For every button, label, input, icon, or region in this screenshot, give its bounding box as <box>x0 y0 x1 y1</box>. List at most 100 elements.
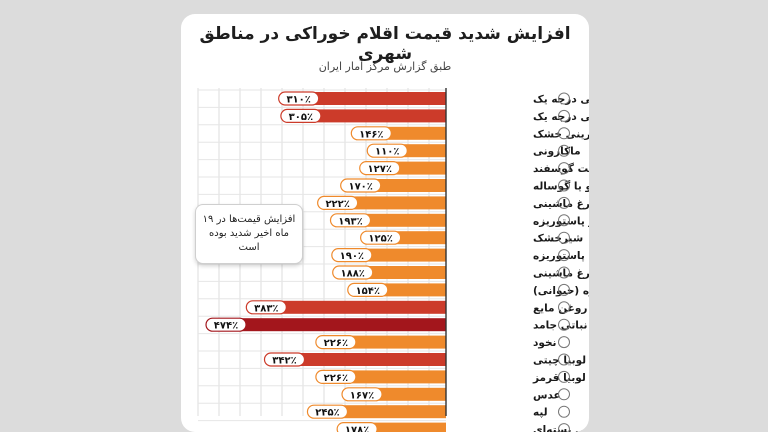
lentil-icon <box>558 388 570 401</box>
cheese-icon <box>558 249 570 262</box>
bar <box>360 213 446 227</box>
category-label: لوبیا چیتی <box>533 355 586 367</box>
value-label-pill <box>341 387 383 402</box>
bar <box>381 126 446 140</box>
value-label-pill <box>331 248 373 263</box>
value-label: ۲۲۲٪ <box>325 199 349 210</box>
bar <box>390 231 446 245</box>
butter-icon <box>558 283 570 296</box>
red-bean-icon <box>558 370 570 383</box>
rice-bowl-icon <box>558 92 570 105</box>
category-label: شیرینی خشک <box>533 128 589 140</box>
bar-chart: ۳۱۰٪ برنج ایرانی درجه یک ۳۰۵٪ برنج خارجی در… <box>197 88 589 432</box>
oil-bottle-icon <box>558 301 570 314</box>
value-label-pill <box>315 335 357 350</box>
bar <box>367 422 446 432</box>
bar <box>370 179 446 192</box>
annotation-box: افزایش قیمت‌ها در ۱۹ ماه اخیر شدید بوده … <box>195 204 303 264</box>
tea-cup-icon <box>558 423 570 432</box>
bar <box>310 109 446 123</box>
value-label: ۲۴۵٪ <box>315 408 339 419</box>
value-label-pill <box>280 108 322 124</box>
value-label: ۱۵۴٪ <box>356 286 380 297</box>
value-label-pill <box>245 300 287 315</box>
chickpea-icon <box>558 336 570 349</box>
value-label: ۲۲۶٪ <box>324 373 348 384</box>
value-label: ۱۴۶٪ <box>359 129 383 140</box>
value-label-pill <box>278 91 320 106</box>
category-label: روغن مایع <box>533 302 587 314</box>
category-label: لپه <box>533 407 548 419</box>
value-label: ۳۱۰٪ <box>286 95 310 106</box>
value-label-pill <box>329 213 372 228</box>
bar <box>345 370 446 384</box>
bar <box>347 196 446 210</box>
value-label: ۱۲۷٪ <box>368 164 392 175</box>
egg-icon <box>558 266 570 279</box>
value-label: ۲۲۶٪ <box>324 338 348 349</box>
value-label-pill <box>359 161 401 176</box>
milk-bottle-icon <box>558 214 570 227</box>
milk-powder-icon <box>558 231 570 244</box>
bar <box>345 335 446 349</box>
value-label: ۱۷۰٪ <box>348 182 372 193</box>
pinto-bean-icon <box>558 353 570 366</box>
value-label: ۱۷۸٪ <box>345 425 369 432</box>
sheep-icon <box>558 162 570 175</box>
value-label: ۴۷۴٪ <box>214 321 238 332</box>
split-pea-icon <box>558 405 570 418</box>
category-label: گوشت گوسفند <box>533 162 589 175</box>
value-label-pill <box>336 422 378 432</box>
value-label-pill <box>315 369 357 384</box>
chart-subtitle: طبق گزارش مرکز آمار ایران <box>318 60 452 73</box>
value-label: ۱۶۷٪ <box>350 390 374 401</box>
value-label-pill <box>350 126 392 141</box>
oil-can-icon <box>558 318 570 331</box>
bar <box>276 300 446 314</box>
category-label: برنج خارجی درجه یک <box>533 111 589 123</box>
value-label: ۱۹۰٪ <box>340 251 364 262</box>
value-label-pill <box>205 317 247 332</box>
value-label-pill <box>340 178 382 193</box>
chart-title: افزایش شدید قیمت اقلام خوراکی در مناطق ش… <box>199 24 571 64</box>
cake-slice-icon <box>558 127 570 140</box>
bar <box>361 248 446 262</box>
category-label: نخود <box>533 337 557 349</box>
category-label: کره پاستوریزه (حیوانی) <box>533 285 589 297</box>
bar <box>337 405 446 419</box>
value-label: ۳۴۲٪ <box>272 356 296 367</box>
category-label: گوشت گاو یا گوساله <box>533 180 589 193</box>
bar <box>362 266 446 279</box>
bar <box>372 387 446 401</box>
value-label-pill <box>332 265 374 280</box>
bar <box>377 283 446 297</box>
category-label: پنیر ایرانی پاستوریزه <box>533 250 589 262</box>
bar <box>389 161 446 175</box>
value-label: ۱۲۵٪ <box>368 234 392 245</box>
bar <box>294 353 446 366</box>
value-label-pill <box>263 352 306 367</box>
value-label-pill <box>347 282 389 297</box>
value-label: ۱۸۸٪ <box>341 269 365 280</box>
category-label: شیر پاستوریزه <box>533 215 589 227</box>
category-label: شیرخشک <box>533 233 583 245</box>
value-label-pill <box>306 404 349 419</box>
category-label: روغن نباتی جامد <box>533 320 589 332</box>
value-label: ۳۸۳٪ <box>254 303 278 314</box>
category-label: چای خارجی بسته‌ای <box>533 424 589 432</box>
bar <box>397 144 446 158</box>
category-label: مرغ ماشینی <box>533 198 589 210</box>
chicken-icon <box>558 196 570 209</box>
chart-card: ۳۱۰٪ برنج ایرانی درجه یک ۳۰۵٪ برنج خارجی در… <box>181 14 589 432</box>
value-label-pill <box>366 143 408 158</box>
value-label: ۱۹۳٪ <box>338 216 362 227</box>
bar <box>236 318 446 332</box>
category-label: عدس <box>533 389 561 401</box>
value-label-pill <box>360 230 402 245</box>
category-label: تخم مرغ ماشینی <box>533 268 589 280</box>
rice-bowl-icon <box>558 109 570 122</box>
value-label: ۳۰۵٪ <box>289 112 313 123</box>
category-label: برنج ایرانی درجه یک <box>533 94 589 106</box>
category-label: ماکارونی <box>533 146 581 158</box>
cow-icon <box>558 179 570 192</box>
